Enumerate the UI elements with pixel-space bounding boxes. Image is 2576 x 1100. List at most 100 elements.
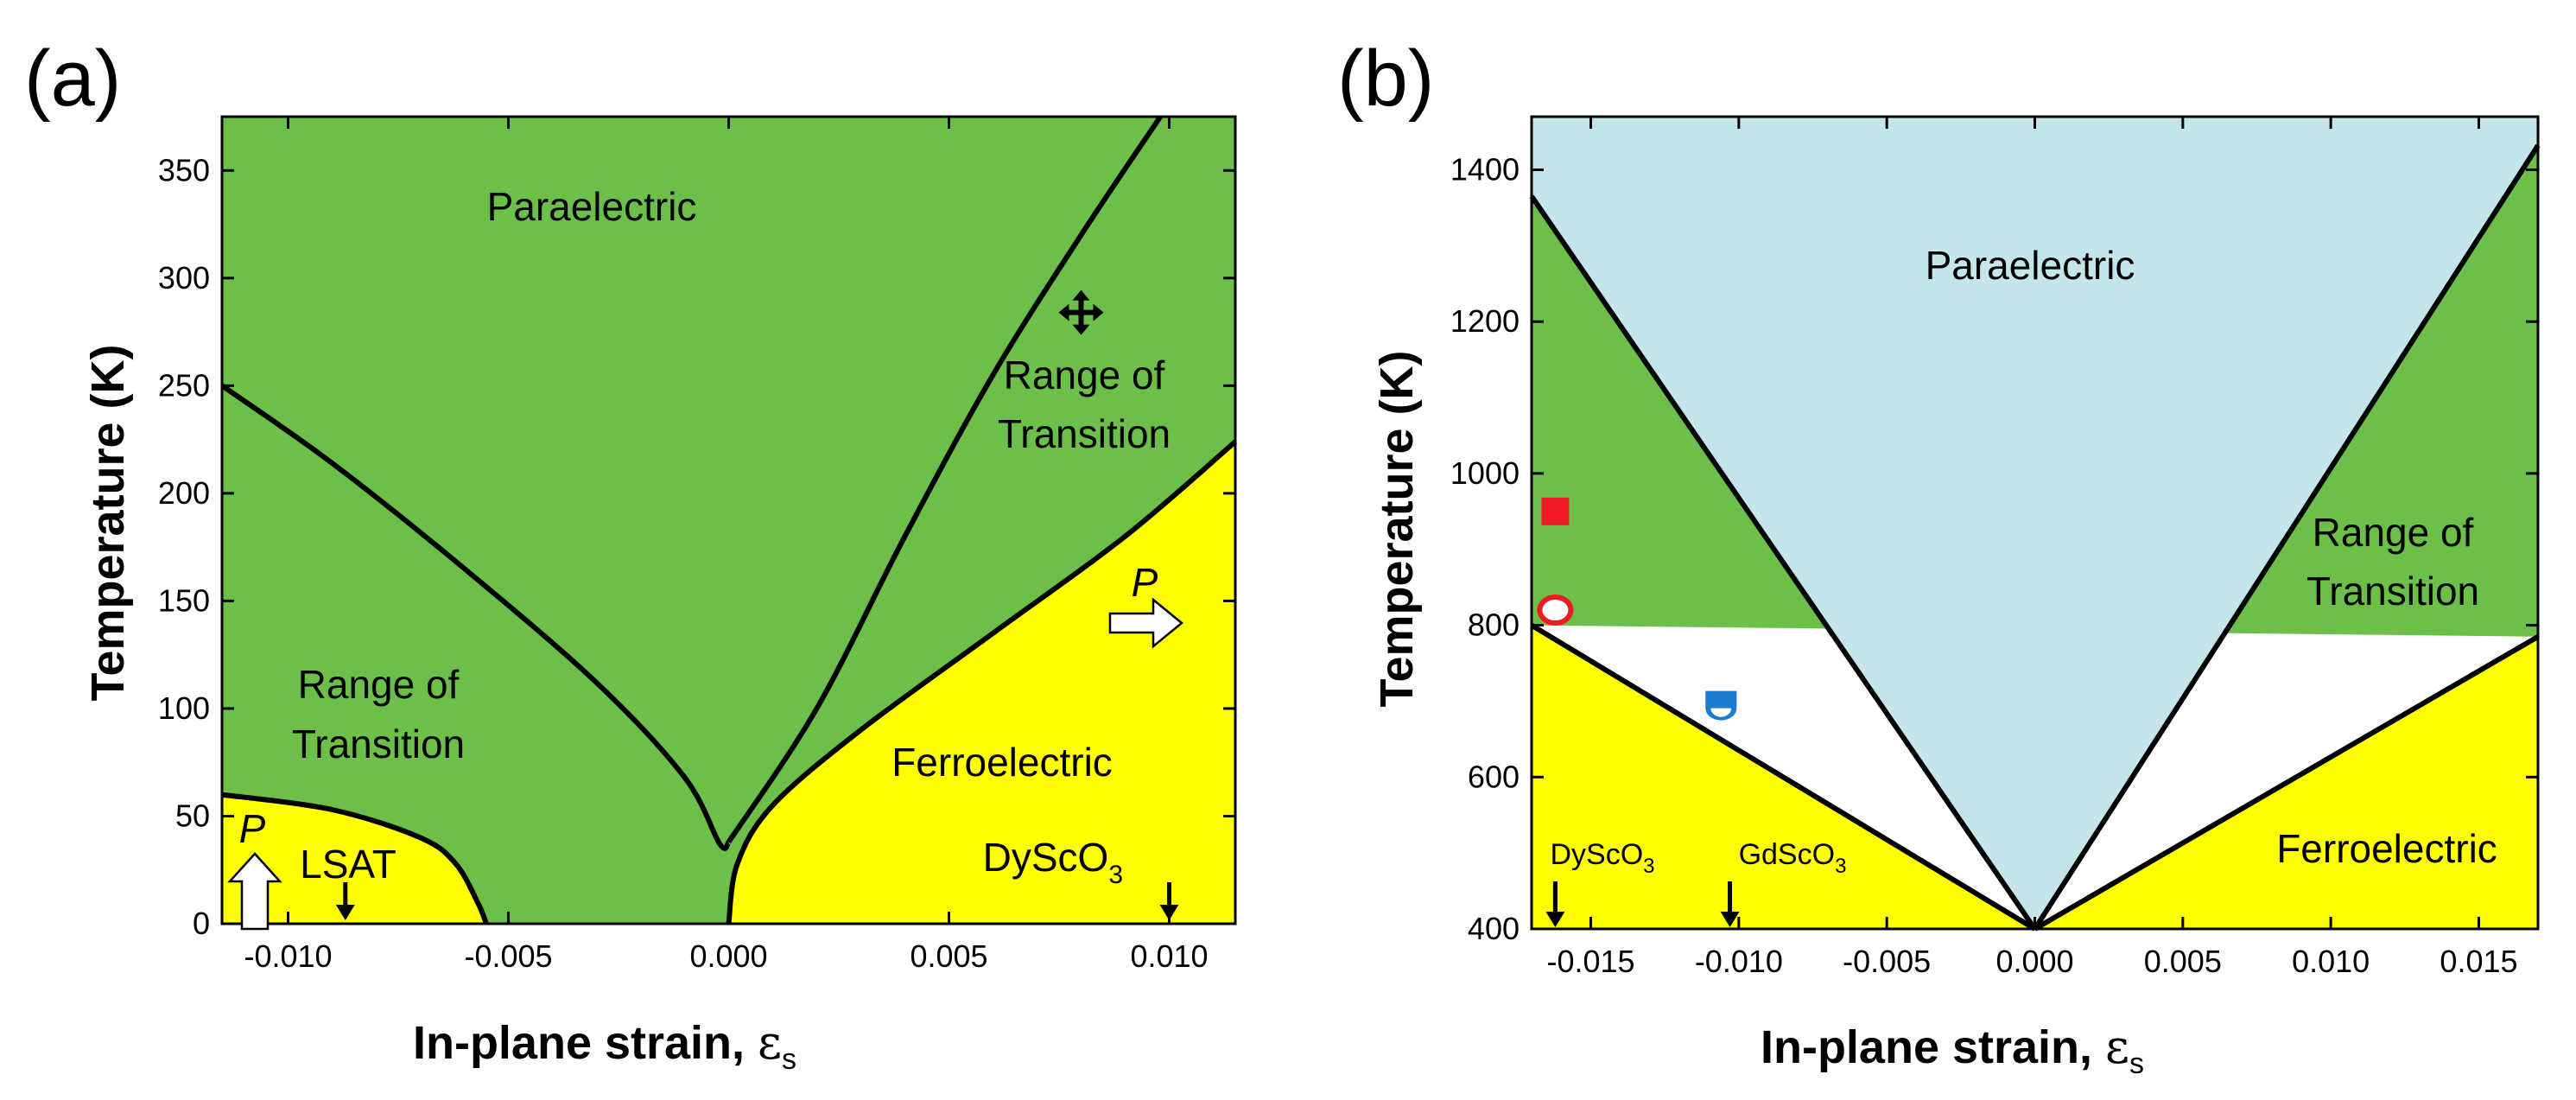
polarization-label-right: P <box>1132 560 1158 605</box>
cross-marker-head-3 <box>1093 303 1104 321</box>
x-tick-label-b: 0.010 <box>2292 944 2370 979</box>
polarization-up-arrow: P <box>227 806 282 931</box>
y-axis-title-b: Temperature (K) <box>1371 350 1423 707</box>
boundary-lower-right-a <box>726 439 1237 925</box>
panel-b-label: (b) <box>1337 35 1434 123</box>
substrate-sub-dyscO3-a: 3 <box>1108 861 1123 889</box>
x-axis-title-b-sub: s <box>2129 1047 2144 1080</box>
y-tick-label-b: 1400 <box>1450 151 1520 187</box>
polarization-right-arrow-shape <box>1108 597 1183 649</box>
marker-filled-square <box>1541 497 1570 525</box>
y-ticks-b: 400 600 800 1000 1200 1400 <box>1450 151 2538 946</box>
x-axis-title-a-text: In-plane strain, <box>413 1017 758 1069</box>
x-tick-label-b: 0.005 <box>2144 944 2222 979</box>
paraelectric-label-a: Paraelectric <box>487 184 697 229</box>
ferroelectric-region-a-right <box>728 442 1235 925</box>
y-tick-label-a: 200 <box>158 475 210 511</box>
x-tick-label-b: -0.005 <box>1843 944 1931 979</box>
panel-b: (b) -0.015 -0.010 -0.005 0.000 0.005 0.010 0.0… <box>1337 35 2541 1080</box>
substrate-arrow-b-0-head <box>1545 912 1565 927</box>
x-axis-title-b: In-plane strain, εs <box>1761 1020 2144 1080</box>
substrate-arrow-a-0-head <box>335 905 355 920</box>
y-tick-label-b: 800 <box>1468 607 1520 643</box>
substrate-sub-dyscO3-b: 3 <box>1643 855 1654 878</box>
panel-a-regions <box>222 117 1235 925</box>
substrate-arrows-a <box>335 882 1179 920</box>
y-tick-label-a: 0 <box>193 906 210 941</box>
ferroelectric-label-a: Ferroelectric <box>891 740 1113 785</box>
substrate-name-dyscO3-b: DyScO <box>1550 838 1643 871</box>
polarization-label-left: P <box>239 806 266 851</box>
boundary-lower-left-a <box>221 792 489 925</box>
cross-marker-head-1 <box>1072 324 1090 335</box>
substrate-sub-gdscO3-b: 3 <box>1835 855 1846 878</box>
panel-b-boundaries <box>1529 143 2541 932</box>
panel-a-label: (a) <box>24 35 121 123</box>
transition-label-right-a-2: Transition <box>998 411 1171 456</box>
marker-half-square-inner <box>1710 708 1732 717</box>
y-tick-label-a: 150 <box>158 582 210 618</box>
boundary-upper-left-b <box>1529 194 2037 931</box>
y-tick-label-b: 600 <box>1468 759 1520 794</box>
x-axis-title-b-text: In-plane strain, <box>1761 1021 2105 1073</box>
transition-label-right-a-1: Range of <box>1004 353 1165 397</box>
y-tick-label-a: 50 <box>175 798 210 833</box>
x-axis-title-a-symbol: ε <box>758 1015 782 1070</box>
y-tick-label-b: 1000 <box>1450 455 1520 491</box>
ferroelectric-region-b <box>1532 625 2538 929</box>
x-tick-label-a: 0.000 <box>689 938 767 974</box>
cross-marker-head-2 <box>1058 303 1069 321</box>
y-tick-label-a: 250 <box>158 367 210 403</box>
y-tick-label-a: 350 <box>158 152 210 188</box>
data-markers-b <box>1537 497 1737 721</box>
x-tick-label-a: 0.010 <box>1130 938 1208 974</box>
boundary-lower-right-b <box>2033 634 2540 932</box>
panel-a: (a) -0.010 -0.005 0.000 0.005 0.010 0 50 100 15… <box>24 35 1237 1076</box>
y-tick-label-b: 400 <box>1468 911 1520 946</box>
substrate-name-gdscO3-b: GdScO <box>1739 838 1835 871</box>
x-tick-label-b: 0.000 <box>1995 944 2073 979</box>
x-ticks-a: -0.010 -0.005 0.000 0.005 0.010 <box>244 117 1209 974</box>
x-tick-label-b: -0.010 <box>1695 944 1783 979</box>
ferroelectric-label-b: Ferroelectric <box>2276 826 2497 871</box>
polarization-right-arrow: P <box>1108 560 1183 649</box>
y-ticks-a: 0 50 100 150 200 250 300 350 <box>158 152 1235 941</box>
panel-b-regions <box>1532 117 2538 929</box>
x-tick-label-b: -0.015 <box>1546 944 1634 979</box>
x-ticks-b: -0.015 -0.010 -0.005 0.000 0.005 0.010 0.015 <box>1546 117 2518 979</box>
substrate-label-dyscO3-a: DyScO3 <box>983 835 1123 889</box>
substrate-name-dyscO3-a: DyScO <box>983 835 1109 880</box>
y-tick-label-a: 100 <box>158 690 210 726</box>
x-tick-label-a: -0.005 <box>464 938 552 974</box>
boundary-upper-right-b <box>2032 143 2541 931</box>
x-axis-title-a-sub: s <box>782 1043 796 1076</box>
boundary-upper-right-a <box>726 115 1163 844</box>
substrate-arrow-a-1-head <box>1159 905 1179 920</box>
substrate-arrows-b <box>1545 881 1740 927</box>
substrate-label-gdscO3-b: GdScO3 <box>1739 838 1847 878</box>
transition-label-b-1: Range of <box>2313 510 2474 555</box>
boundary-upper-left-a <box>220 383 732 851</box>
panel-a-boundaries <box>220 115 1237 925</box>
marker-open-circle <box>1537 595 1574 626</box>
paraelectric-label-b: Paraelectric <box>1926 243 2135 288</box>
y-tick-label-b: 1200 <box>1450 303 1520 339</box>
transition-label-left-a-2: Transition <box>292 722 465 766</box>
transition-label-left-a-1: Range of <box>298 662 460 707</box>
ferroelectric-region-a-left <box>222 794 486 924</box>
transition-label-b-2: Transition <box>2306 569 2479 614</box>
polarization-up-arrow-shape <box>227 852 282 931</box>
x-tick-label-a: -0.010 <box>244 938 332 974</box>
substrate-arrow-b-1-head <box>1720 912 1740 927</box>
y-axis-title-a: Temperature (K) <box>82 344 134 701</box>
x-axis-title-b-symbol: ε <box>2105 1020 2129 1074</box>
cross-marker-head-0 <box>1072 289 1090 301</box>
paraelectric-region-b <box>1532 117 2538 929</box>
x-axis-title-a: In-plane strain, εs <box>413 1015 796 1076</box>
boundary-lower-left-b <box>1530 623 2037 932</box>
y-tick-label-a: 300 <box>158 260 210 296</box>
substrate-label-lsat: LSAT <box>300 842 397 887</box>
x-tick-label-a: 0.005 <box>910 938 987 974</box>
x-tick-label-b: 0.015 <box>2440 944 2517 979</box>
